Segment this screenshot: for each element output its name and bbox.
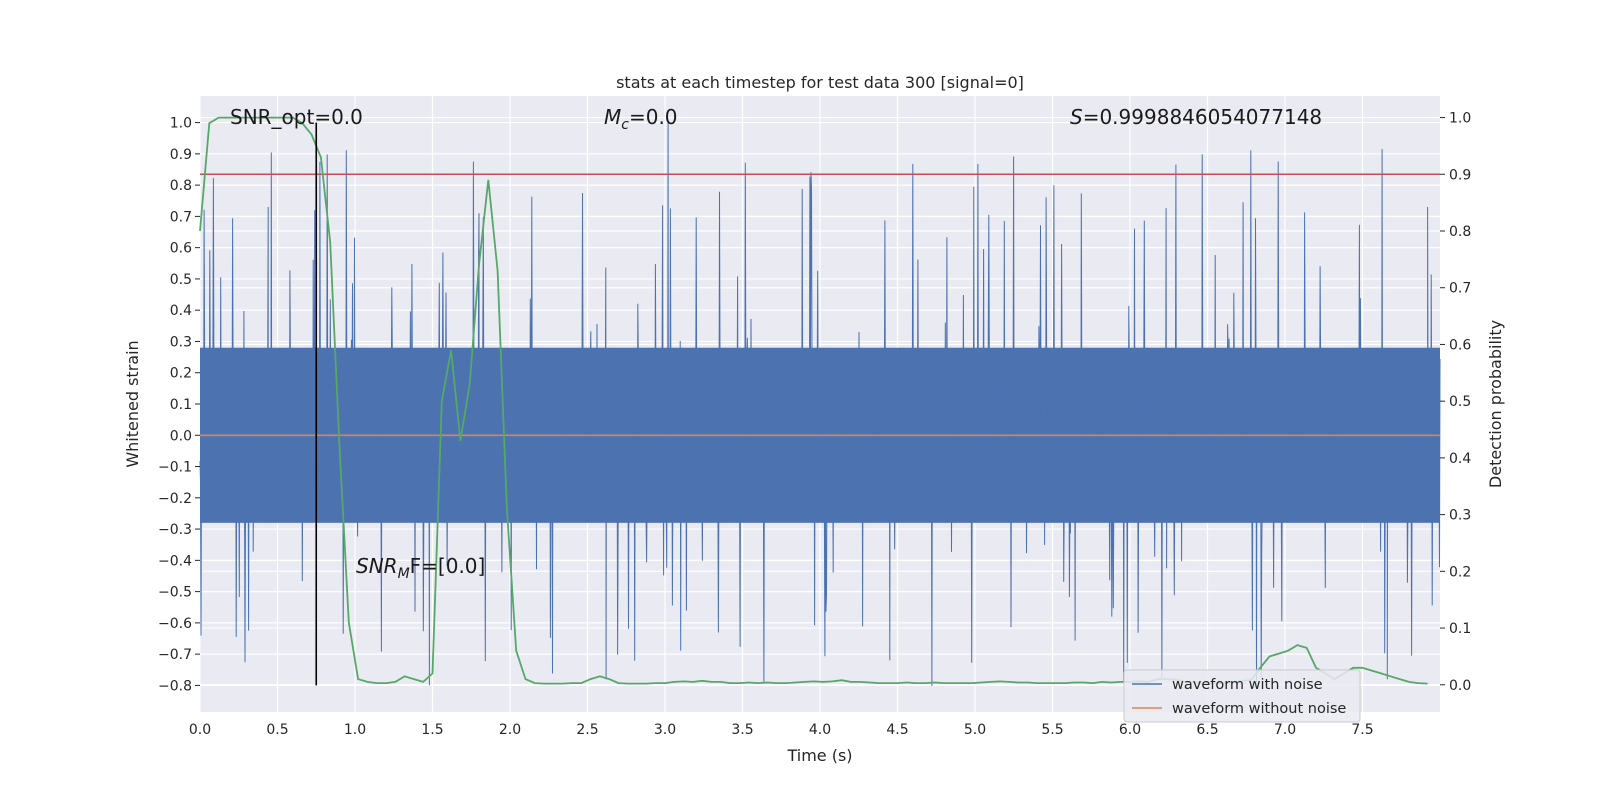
x-tick-label: 4.5 — [886, 722, 908, 738]
legend-label-noise: waveform with noise — [1172, 677, 1323, 693]
x-tick-label: 1.5 — [421, 722, 443, 738]
y2-tick-label: 0.1 — [1449, 621, 1471, 637]
x-tick-label: 5.5 — [1041, 722, 1063, 738]
y-tick-label: 0.7 — [170, 209, 192, 225]
x-tick-label: 2.0 — [499, 722, 521, 738]
y-tick-label: −0.4 — [158, 553, 192, 569]
y-tick-label: −0.5 — [158, 585, 192, 601]
x-tick-label: 7.5 — [1351, 722, 1373, 738]
x-tick-label: 6.5 — [1196, 722, 1218, 738]
x-tick-label: 5.0 — [964, 722, 986, 738]
y2-tick-label: 0.4 — [1449, 451, 1471, 467]
chart-title: stats at each timestep for test data 300… — [616, 73, 1024, 92]
annotation-snr-opt: SNR_opt=0.0 — [230, 105, 363, 129]
x-tick-label: 2.5 — [576, 722, 598, 738]
y-tick-label: −0.8 — [158, 678, 192, 694]
y-tick-label: −0.1 — [158, 460, 192, 476]
y2-tick-label: 0.7 — [1449, 281, 1471, 297]
annotation-mc-sub: c — [621, 117, 629, 133]
y2-tick-label: 0.2 — [1449, 564, 1471, 580]
x-tick-label: 6.0 — [1119, 722, 1141, 738]
y2-tick-label: 0.6 — [1449, 337, 1471, 353]
annotation-mc-value: =0.0 — [629, 105, 678, 129]
y-tick-label: 0.8 — [170, 178, 192, 194]
x-axis-ticks: 0.0 0.5 1.0 1.5 2.0 2.5 3.0 3.5 4.0 4.5 5.0 5.5 6.0 6… — [189, 722, 1374, 738]
annotation-s: S=0.9998846054077148 — [1070, 105, 1322, 129]
y-tick-label: 0.0 — [170, 428, 192, 444]
y-tick-label: −0.3 — [158, 522, 192, 538]
y2-tick-label: 0.3 — [1449, 508, 1471, 524]
annotation-snr-mf-symbol: SNR — [356, 554, 398, 578]
annotation-snr-mf: SNRMF=[0.0] — [356, 554, 485, 582]
y-tick-label: −0.7 — [158, 647, 192, 663]
y-axis-label: Whitened strain — [123, 340, 142, 467]
annotation-snr-mf-sub: M — [398, 566, 410, 582]
y-tick-label: 0.3 — [170, 334, 192, 350]
y-tick-label: 0.5 — [170, 272, 192, 288]
y2-tick-label: 0.8 — [1449, 224, 1471, 240]
y-tick-label: 0.9 — [170, 147, 192, 163]
y2-tick-label: 1.0 — [1449, 111, 1471, 127]
y-axis-ticks: −0.8 −0.7 −0.6 −0.5 −0.4 −0.3 −0.2 −0.1 0.0 0.1 0.… — [158, 116, 200, 694]
legend-box — [1123, 669, 1361, 723]
y2-axis-ticks: 0.0 0.1 0.2 0.3 0.4 0.5 0.6 0.7 0.8 0.9 1.0 — [1440, 111, 1471, 694]
y-tick-label: 1.0 — [170, 116, 192, 132]
x-tick-label: 0.0 — [189, 722, 211, 738]
annotation-mc-symbol: M — [604, 105, 621, 129]
y-tick-label: 0.6 — [170, 241, 192, 257]
x-tick-label: 7.0 — [1274, 722, 1296, 738]
y2-tick-label: 0.0 — [1449, 678, 1471, 694]
legend: waveform with noise waveform without noi… — [1123, 669, 1361, 723]
x-tick-label: 1.0 — [344, 722, 366, 738]
annotation-s-symbol: S — [1070, 105, 1083, 129]
y2-tick-label: 0.9 — [1449, 167, 1471, 183]
x-tick-label: 3.0 — [654, 722, 676, 738]
y2-tick-label: 0.5 — [1449, 394, 1471, 410]
annotation-s-value: =0.9998846054077148 — [1083, 105, 1322, 129]
y-tick-label: 0.4 — [170, 303, 192, 319]
y-tick-label: 0.1 — [170, 397, 192, 413]
x-tick-label: 3.5 — [731, 722, 753, 738]
x-tick-label: 4.0 — [809, 722, 831, 738]
annotation-chirp-mass: Mc=0.0 — [604, 105, 678, 133]
noise-trace — [199, 122, 1441, 689]
y2-axis-label: Detection probability — [1486, 320, 1505, 488]
y-tick-label: 0.2 — [170, 366, 192, 382]
legend-label-clean: waveform without noise — [1172, 701, 1346, 717]
annotation-snr-mf-value: F=[0.0] — [410, 554, 486, 578]
x-axis-label: Time (s) — [786, 746, 852, 765]
y-tick-label: −0.6 — [158, 616, 192, 632]
x-tick-label: 0.5 — [266, 722, 288, 738]
y-tick-label: −0.2 — [158, 491, 192, 507]
